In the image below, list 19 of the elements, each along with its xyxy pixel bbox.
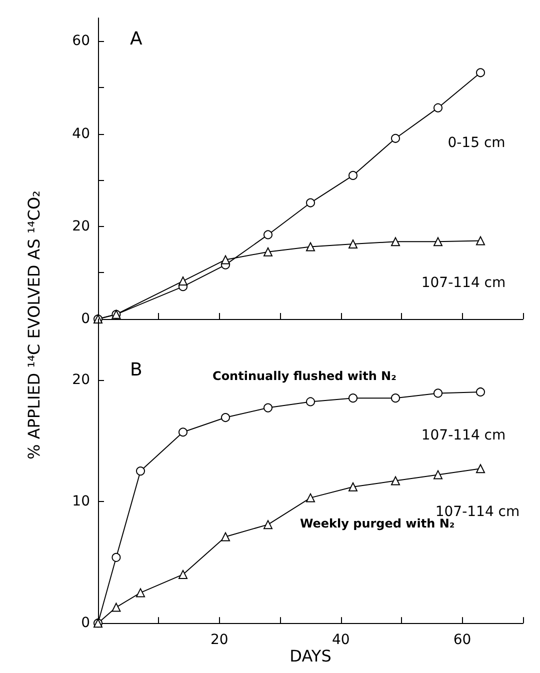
y-tick-label: 0 <box>81 311 90 327</box>
y-axis-title: % APPLIED ¹⁴C EVOLVED AS ¹⁴CO₂ <box>24 190 44 460</box>
text: 107-114 cm <box>421 427 506 444</box>
text: 107-114 cm <box>421 275 506 292</box>
y-tick-label: 10 <box>72 493 90 510</box>
series-label: 0-15 cm <box>448 135 506 152</box>
y-tick-label: 0 <box>81 615 90 632</box>
annotation: Continually flushed with N₂ <box>212 369 396 384</box>
y-tick-label: 60 <box>72 33 90 50</box>
y-tick-label: 40 <box>72 126 90 142</box>
y-tick-label: 20 <box>72 372 90 388</box>
x-axis-title: DAYS <box>290 646 332 666</box>
annotation: Weekly purged with N₂ <box>300 516 455 530</box>
annotation: B <box>130 360 142 380</box>
y-tick-label: 20 <box>72 218 90 234</box>
x-tick-label: 40 <box>332 632 350 648</box>
x-tick-label: 60 <box>453 632 472 648</box>
annotation: A <box>130 28 143 50</box>
x-tick-label: 20 <box>210 632 228 648</box>
